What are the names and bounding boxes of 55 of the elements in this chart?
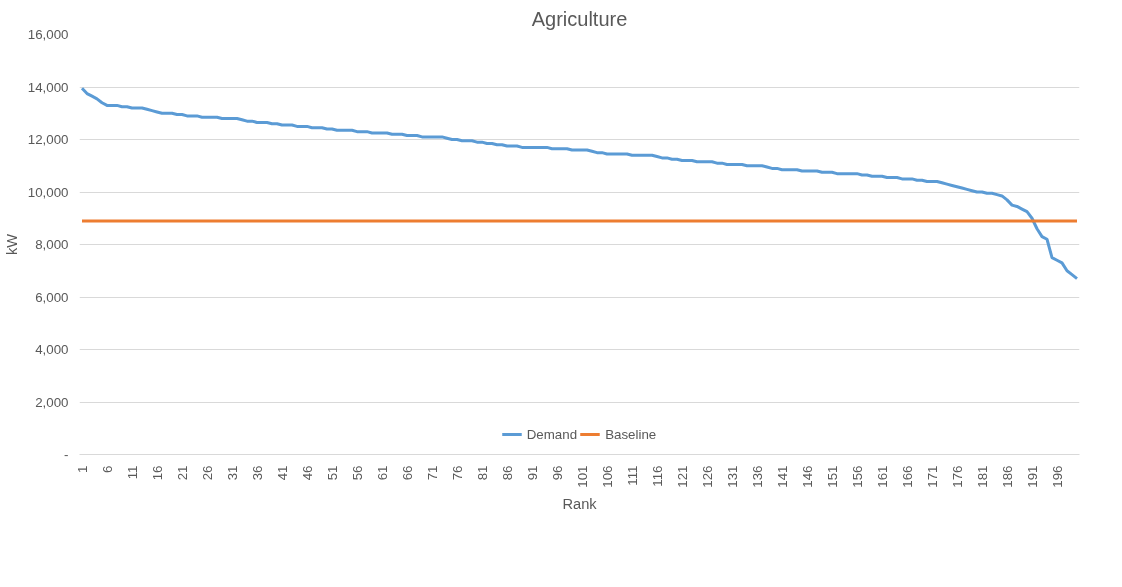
x-axis-title: Rank bbox=[562, 495, 598, 512]
x-tick-label: 61 bbox=[374, 465, 390, 481]
x-tick-label: 141 bbox=[774, 465, 790, 488]
x-tick-label: 126 bbox=[699, 465, 715, 488]
x-tick-label: 181 bbox=[974, 465, 990, 488]
y-tick-label: 2,000 bbox=[35, 394, 69, 410]
x-tick-label: 21 bbox=[174, 465, 190, 481]
chart-title: Agriculture bbox=[531, 7, 628, 30]
x-tick-label: 66 bbox=[399, 465, 415, 481]
x-tick-label: 171 bbox=[924, 465, 940, 488]
y-tick-label: 6,000 bbox=[35, 289, 69, 305]
x-tick-label: 136 bbox=[749, 465, 765, 488]
x-tick-label: 156 bbox=[849, 465, 865, 488]
x-tick-label: 41 bbox=[274, 465, 290, 481]
x-tick-label: 131 bbox=[724, 465, 740, 488]
x-tick-label: 56 bbox=[349, 465, 365, 481]
x-tick-label: 96 bbox=[549, 465, 565, 481]
y-tick-label: 14,000 bbox=[27, 79, 69, 95]
x-tick-label: 91 bbox=[524, 465, 540, 481]
y-tick-label: 4,000 bbox=[35, 342, 69, 357]
x-tick-label: 6 bbox=[99, 465, 115, 473]
x-tick-label: 101 bbox=[574, 465, 590, 488]
x-tick-label: 146 bbox=[799, 465, 815, 488]
x-tick-label: 81 bbox=[474, 465, 490, 481]
x-tick-label: 166 bbox=[899, 465, 915, 488]
x-tick-label: 31 bbox=[224, 465, 240, 481]
y-tick-label: 10,000 bbox=[27, 184, 69, 200]
x-tick-label: 151 bbox=[824, 465, 840, 488]
x-tick-label: 46 bbox=[299, 465, 315, 481]
y-axis-title: kW bbox=[3, 233, 20, 256]
x-tick-label: 186 bbox=[999, 465, 1015, 488]
y-tick-label: - bbox=[64, 447, 69, 462]
x-tick-label: 76 bbox=[449, 465, 465, 481]
legend-label: Baseline bbox=[605, 426, 657, 442]
y-tick-label: 8,000 bbox=[35, 237, 69, 252]
x-tick-label: 36 bbox=[249, 465, 265, 481]
y-tick-label: 12,000 bbox=[27, 132, 69, 147]
x-tick-label: 111 bbox=[624, 465, 640, 486]
legend-label: Demand bbox=[526, 426, 578, 442]
x-tick-label: 26 bbox=[199, 465, 215, 481]
x-tick-label: 196 bbox=[1049, 465, 1065, 488]
x-tick-label: 116 bbox=[649, 465, 665, 487]
x-tick-label: 11 bbox=[124, 465, 140, 480]
x-tick-label: 1 bbox=[74, 465, 90, 473]
x-tick-label: 176 bbox=[949, 465, 965, 488]
x-tick-label: 51 bbox=[324, 465, 340, 481]
x-tick-label: 71 bbox=[424, 465, 440, 481]
x-tick-label: 106 bbox=[599, 465, 615, 488]
x-tick-label: 16 bbox=[149, 465, 165, 481]
x-tick-label: 121 bbox=[674, 465, 690, 488]
x-tick-label: 161 bbox=[874, 465, 890, 488]
line-series bbox=[80, 86, 1079, 281]
y-tick-label: 16,000 bbox=[27, 27, 69, 42]
x-tick-label: 86 bbox=[499, 465, 515, 481]
x-tick-label: 191 bbox=[1024, 465, 1040, 488]
